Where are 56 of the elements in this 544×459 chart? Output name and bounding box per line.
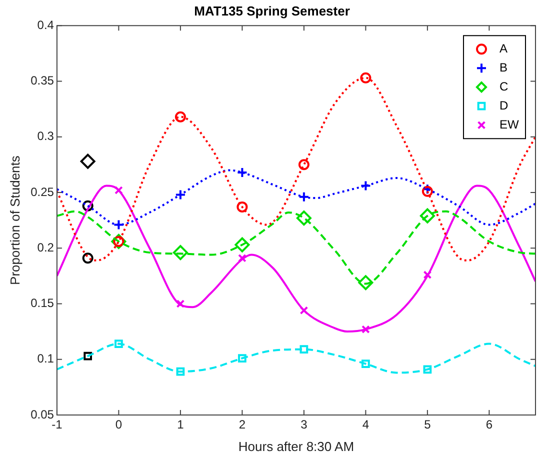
- y-tick-label: 0.3: [37, 129, 54, 144]
- point: [114, 340, 123, 348]
- point: [176, 367, 185, 376]
- x-tick-label: 4: [362, 418, 370, 432]
- chart-title: MAT135 Spring Semester: [194, 3, 350, 18]
- point: [298, 159, 310, 170]
- point: [362, 360, 370, 368]
- point: [362, 325, 370, 334]
- point: [423, 365, 432, 374]
- legend-label: D: [500, 98, 508, 112]
- line-series: [56, 184, 536, 333]
- point: [300, 306, 308, 315]
- point: [300, 345, 308, 354]
- point: [360, 72, 372, 84]
- x-tick-label: 0: [115, 418, 122, 432]
- legend-label: EW: [500, 117, 520, 132]
- point: [82, 252, 94, 264]
- point: [172, 245, 188, 260]
- point: [114, 186, 123, 194]
- point: [80, 154, 96, 169]
- point: [423, 270, 432, 279]
- point: [82, 200, 94, 212]
- point: [238, 254, 246, 262]
- point: [84, 352, 92, 360]
- y-axis-title: Proportion of Students: [7, 155, 22, 285]
- y-tick-label: 0.05: [30, 407, 54, 422]
- line-series: [56, 169, 536, 226]
- legend-label: C: [500, 79, 508, 94]
- point: [238, 354, 246, 362]
- x-axis-title: Hours after 8:30 AM: [238, 438, 354, 454]
- y-tick-label: 0.2: [37, 240, 54, 254]
- y-tick-label: 0.35: [30, 74, 54, 88]
- x-tick-label: 3: [300, 418, 308, 432]
- y-tick-label: 0.25: [30, 184, 54, 199]
- x-tick-label: -1: [52, 418, 63, 432]
- y-tick-label: 0.1: [37, 352, 54, 366]
- point: [360, 180, 372, 192]
- x-tick-label: 2: [238, 418, 246, 432]
- point: [420, 208, 435, 224]
- point: [113, 219, 124, 230]
- point: [176, 300, 185, 308]
- legend-label: A: [500, 41, 508, 56]
- y-tick-label: 0.4: [37, 18, 54, 32]
- point: [358, 275, 374, 290]
- point: [236, 166, 248, 178]
- legend-label: B: [500, 60, 508, 74]
- y-tick-label: 0.15: [30, 296, 54, 310]
- x-tick-label: 5: [424, 418, 432, 432]
- point: [296, 210, 312, 226]
- point: [236, 201, 248, 212]
- point: [234, 237, 250, 252]
- x-tick-label: 6: [486, 418, 493, 432]
- x-tick-label: 1: [177, 418, 184, 432]
- point: [174, 111, 186, 122]
- point: [174, 189, 186, 200]
- point: [298, 191, 310, 202]
